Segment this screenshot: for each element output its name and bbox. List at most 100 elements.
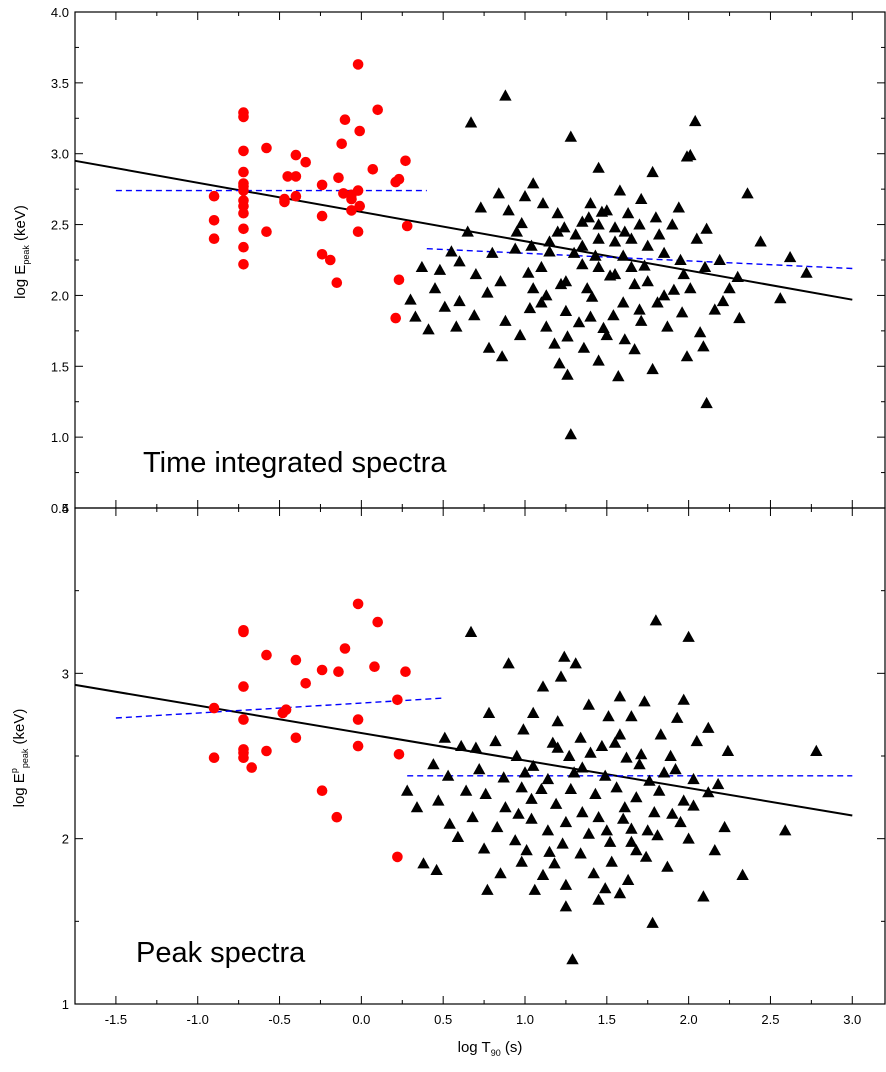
top-black-point	[633, 303, 646, 315]
bottom-red-point	[392, 851, 403, 863]
top-black-point	[464, 116, 478, 128]
bottom-black-point	[455, 739, 468, 751]
x-tick-label: 3.0	[843, 1012, 861, 1027]
bottom-red-point	[352, 598, 364, 610]
top-black-point	[649, 211, 663, 223]
bottom-black-point	[451, 830, 465, 842]
bottom-red-point	[238, 681, 249, 692]
bottom-black-point	[671, 711, 684, 723]
top-black-point	[527, 282, 540, 294]
bottom-black-point	[489, 734, 502, 747]
top-black-point	[653, 228, 666, 240]
bottom-red-point	[290, 732, 302, 744]
bottom-black-point	[661, 860, 674, 872]
top-black-point	[628, 343, 641, 355]
bottom-red-point	[333, 666, 344, 677]
top-red-point	[352, 59, 364, 70]
bottom-red-point	[238, 752, 249, 763]
bottom-black-point	[657, 766, 671, 778]
top-black-point	[499, 89, 512, 101]
x-tick-label: -0.5	[268, 1012, 290, 1027]
top-black-point	[641, 239, 654, 251]
bottom-red-point	[392, 694, 403, 706]
top-black-point	[651, 296, 664, 308]
bottom-black-point	[651, 829, 664, 841]
top-black-point	[543, 235, 556, 247]
bottom-black-point	[653, 784, 666, 796]
top-red-point	[238, 185, 249, 196]
bottom-black-point	[549, 797, 563, 809]
bottom-black-point	[595, 739, 609, 751]
top-black-point	[731, 270, 744, 282]
top-black-point	[621, 207, 635, 219]
bottom-black-point	[589, 787, 602, 799]
bottom-black-point	[574, 731, 587, 743]
top-red-point	[401, 220, 413, 232]
top-red-point	[290, 190, 302, 202]
bottom-black-point	[576, 761, 589, 773]
top-black-point	[585, 290, 599, 302]
bottom-black-point	[677, 693, 690, 705]
bottom-black-point	[494, 867, 507, 879]
bottom-black-point	[481, 883, 494, 895]
top-black-point	[635, 192, 648, 204]
top-black-point	[561, 330, 574, 342]
bottom-black-point	[674, 815, 687, 828]
bottom-black-point	[603, 835, 617, 847]
bottom-black-point	[558, 650, 571, 662]
top-black-point	[499, 314, 512, 326]
top-black-point	[677, 268, 690, 280]
top-black-point	[535, 260, 548, 272]
top-black-point	[628, 277, 641, 290]
top-red-point	[336, 138, 348, 150]
top-red-point	[316, 249, 328, 260]
bottom-black-point	[499, 801, 512, 813]
bottom-red-point	[316, 664, 328, 676]
bottom-black-point	[576, 806, 589, 818]
bottom-black-point	[430, 863, 443, 875]
top-black-point	[468, 309, 481, 321]
top-red-point	[325, 254, 336, 266]
top-black-point	[716, 294, 730, 307]
bottom-black-point	[682, 630, 695, 642]
bottom-black-point	[567, 766, 581, 778]
bottom-black-point	[608, 736, 622, 748]
bottom-black-point	[497, 771, 510, 783]
top-axis-ticks: 0.5 1.0 1.5 2.0 2.5 3.0 3.5 4.0	[51, 5, 885, 516]
bottom-red-point	[369, 661, 380, 672]
top-black-point	[445, 245, 458, 257]
bottom-black-point	[633, 758, 646, 770]
top-black-point	[661, 320, 674, 332]
bottom-black-point	[479, 787, 492, 799]
bottom-black-point	[643, 774, 656, 786]
top-black-point	[584, 197, 597, 209]
top-black-point	[409, 310, 422, 322]
top-red-point	[372, 104, 384, 116]
bottom-black-point	[625, 822, 638, 834]
bottom-black-point	[718, 820, 731, 833]
top-black-point	[558, 221, 571, 233]
top-black-point	[600, 328, 613, 341]
top-black-point	[453, 294, 466, 307]
x-tick-label: -1.0	[187, 1012, 209, 1027]
top-black-point	[608, 235, 622, 247]
x-tick-label: 0.5	[434, 1012, 452, 1027]
top-black-point	[564, 428, 577, 440]
bottom-black-point	[441, 769, 455, 781]
bottom-black-point	[677, 794, 690, 806]
bottom-black-point	[554, 670, 568, 682]
top-black-point	[657, 289, 671, 301]
top-black-point	[592, 218, 605, 230]
top-red-point	[238, 241, 249, 253]
bottom-black-point	[543, 845, 556, 857]
top-black-point	[754, 235, 767, 247]
top-black-point	[572, 316, 586, 328]
x-tick-label: 1.5	[598, 1012, 616, 1027]
bottom-black-point	[600, 824, 613, 836]
bottom-black-point	[477, 842, 491, 854]
bottom-black-point	[687, 799, 700, 811]
bottom-black-point	[779, 824, 792, 836]
top-black-point	[697, 340, 710, 352]
top-black-point	[693, 326, 707, 338]
top-red-point	[316, 210, 328, 222]
